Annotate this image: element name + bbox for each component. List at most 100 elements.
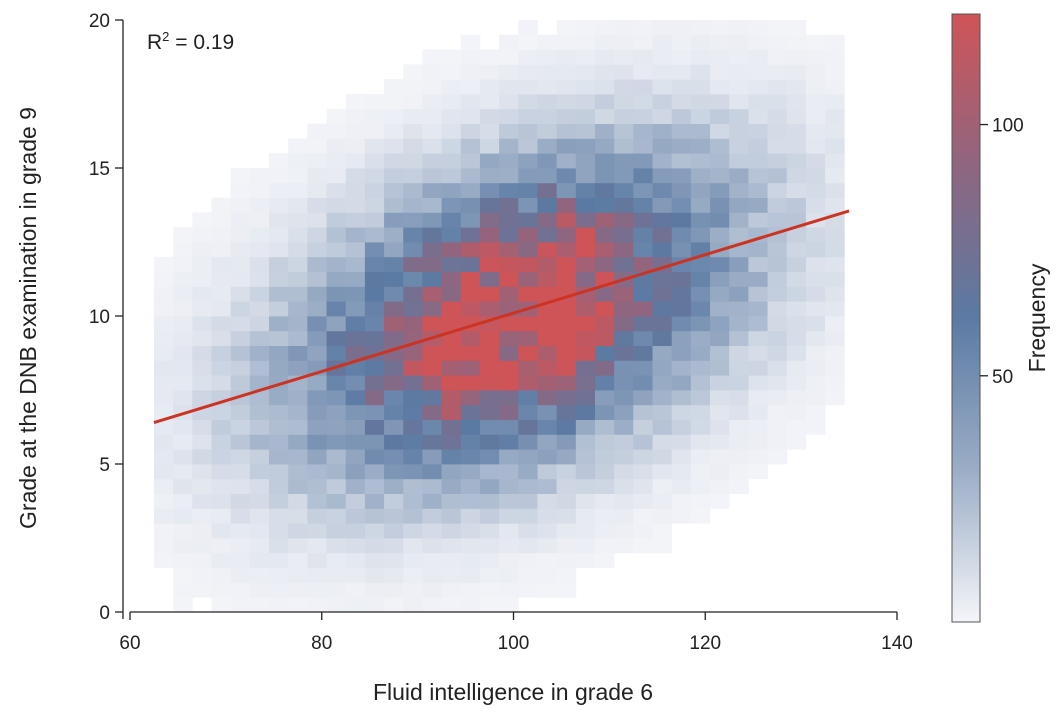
heatmap-cell xyxy=(230,212,251,228)
heatmap-cell xyxy=(690,286,711,302)
heatmap-cell xyxy=(767,79,788,95)
heatmap-cell xyxy=(710,212,730,228)
heatmap-cell xyxy=(652,286,673,302)
heatmap-cell xyxy=(594,79,615,95)
heatmap-cell xyxy=(173,538,193,554)
heatmap-cell xyxy=(307,375,327,391)
heatmap-cell xyxy=(153,404,174,420)
heatmap-cell xyxy=(767,390,788,406)
heatmap-cell xyxy=(230,493,251,509)
heatmap-cell xyxy=(384,582,404,598)
heatmap-cell xyxy=(575,419,596,435)
heatmap-cell xyxy=(326,419,347,435)
heatmap-cell xyxy=(249,197,270,213)
heatmap-cell xyxy=(307,582,327,598)
heatmap-cell xyxy=(556,212,577,228)
heatmap-cell xyxy=(537,538,558,554)
heatmap-cell xyxy=(671,64,692,80)
heatmap-cell xyxy=(269,197,289,213)
heatmap-cell xyxy=(499,182,519,198)
heatmap-cell xyxy=(556,345,577,361)
heatmap-cell xyxy=(269,153,289,169)
heatmap-cell xyxy=(422,552,442,568)
heatmap-cell xyxy=(173,597,193,613)
heatmap-cell xyxy=(441,242,462,258)
heatmap-cell xyxy=(805,242,826,258)
heatmap-cell xyxy=(364,597,385,613)
heatmap-cell xyxy=(384,552,404,568)
heatmap-cell xyxy=(249,227,270,243)
heatmap-cell xyxy=(594,197,615,213)
heatmap-cell xyxy=(173,552,193,568)
heatmap-cell xyxy=(249,434,270,450)
heatmap-cell xyxy=(269,256,289,272)
heatmap-cell xyxy=(269,582,289,598)
heatmap-cell xyxy=(805,404,826,420)
heatmap-cell xyxy=(249,182,270,198)
heatmap-cell xyxy=(326,552,347,568)
heatmap-cell xyxy=(479,138,500,154)
heatmap-cell xyxy=(499,316,519,332)
heatmap-cell xyxy=(384,108,404,124)
heatmap-cell xyxy=(518,212,538,228)
heatmap-cell xyxy=(173,449,193,465)
heatmap-cell xyxy=(249,582,270,598)
heatmap-cell xyxy=(403,197,423,213)
heatmap-cell xyxy=(230,301,251,317)
heatmap-cell xyxy=(518,182,538,198)
heatmap-cell xyxy=(269,168,289,184)
heatmap-cell xyxy=(345,301,366,317)
heatmap-cell xyxy=(499,449,519,465)
heatmap-cell xyxy=(326,168,347,184)
heatmap-cell xyxy=(422,390,442,406)
heatmap-cell xyxy=(460,242,481,258)
heatmap-cell xyxy=(537,464,558,480)
heatmap-cell xyxy=(633,493,653,509)
heatmap-cell xyxy=(460,434,481,450)
heatmap-cell xyxy=(710,20,730,36)
heatmap-cell xyxy=(422,153,442,169)
heatmap-cell xyxy=(345,242,366,258)
heatmap-cell xyxy=(614,419,634,435)
heatmap-cell xyxy=(441,449,462,465)
heatmap-cell xyxy=(249,301,270,317)
heatmap-cell xyxy=(690,478,711,494)
heatmap-cell xyxy=(556,153,577,169)
heatmap-cell xyxy=(364,464,385,480)
heatmap-cell xyxy=(345,567,366,583)
heatmap-cell xyxy=(288,242,308,258)
heatmap-cell xyxy=(748,123,768,139)
heatmap-cell xyxy=(499,538,519,554)
heatmap-cell xyxy=(633,538,653,554)
heatmap-cell xyxy=(249,493,270,509)
heatmap-cell xyxy=(326,478,347,494)
heatmap-cell xyxy=(384,493,404,509)
heatmap-cell xyxy=(825,138,845,154)
heatmap-cell xyxy=(729,404,749,420)
heatmap-cell xyxy=(230,375,251,391)
heatmap-cell xyxy=(575,153,596,169)
heatmap-cell xyxy=(594,138,615,154)
heatmap-cell xyxy=(499,227,519,243)
heatmap-cell xyxy=(633,478,653,494)
heatmap-cell xyxy=(556,79,577,95)
heatmap-cell xyxy=(710,197,730,213)
heatmap-cell xyxy=(326,197,347,213)
heatmap-cell xyxy=(173,256,193,272)
heatmap-cell xyxy=(441,478,462,494)
heatmap-cell xyxy=(384,79,404,95)
heatmap-cell xyxy=(537,34,558,50)
heatmap-cell xyxy=(594,34,615,50)
heatmap-cell xyxy=(211,360,232,376)
heatmap-cell xyxy=(518,523,538,539)
heatmap-cell xyxy=(269,478,289,494)
heatmap-cell xyxy=(786,316,807,332)
heatmap-cell xyxy=(307,316,327,332)
heatmap-cell xyxy=(633,508,653,524)
heatmap-cell xyxy=(460,597,481,613)
heatmap-cell xyxy=(690,301,711,317)
heatmap-cell xyxy=(288,523,308,539)
heatmap-cell xyxy=(671,20,692,36)
heatmap-cell xyxy=(518,197,538,213)
heatmap-cell xyxy=(345,538,366,554)
